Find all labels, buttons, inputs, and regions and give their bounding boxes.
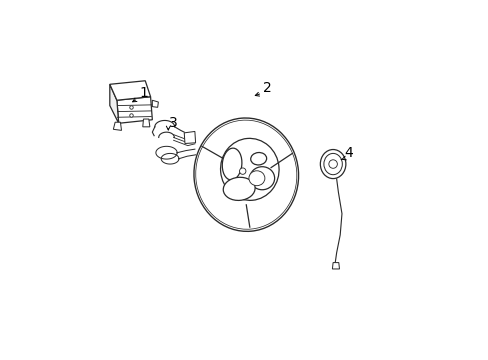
Polygon shape	[113, 122, 121, 130]
Text: 1: 1	[139, 86, 147, 100]
Circle shape	[328, 160, 337, 168]
Text: 2: 2	[263, 81, 271, 95]
Ellipse shape	[222, 148, 242, 180]
Ellipse shape	[223, 177, 255, 201]
Text: 3: 3	[169, 116, 178, 130]
Ellipse shape	[250, 153, 266, 165]
Ellipse shape	[323, 153, 342, 175]
Ellipse shape	[320, 149, 345, 179]
Polygon shape	[110, 84, 119, 123]
Polygon shape	[184, 131, 195, 144]
Ellipse shape	[249, 167, 274, 190]
Polygon shape	[117, 97, 152, 123]
Polygon shape	[332, 262, 339, 269]
Ellipse shape	[220, 138, 279, 201]
Polygon shape	[142, 119, 149, 127]
Ellipse shape	[194, 118, 298, 231]
Ellipse shape	[248, 171, 264, 186]
Ellipse shape	[195, 120, 296, 229]
Ellipse shape	[239, 168, 245, 174]
Text: 4: 4	[344, 147, 353, 161]
Polygon shape	[152, 100, 158, 107]
Polygon shape	[110, 81, 150, 100]
